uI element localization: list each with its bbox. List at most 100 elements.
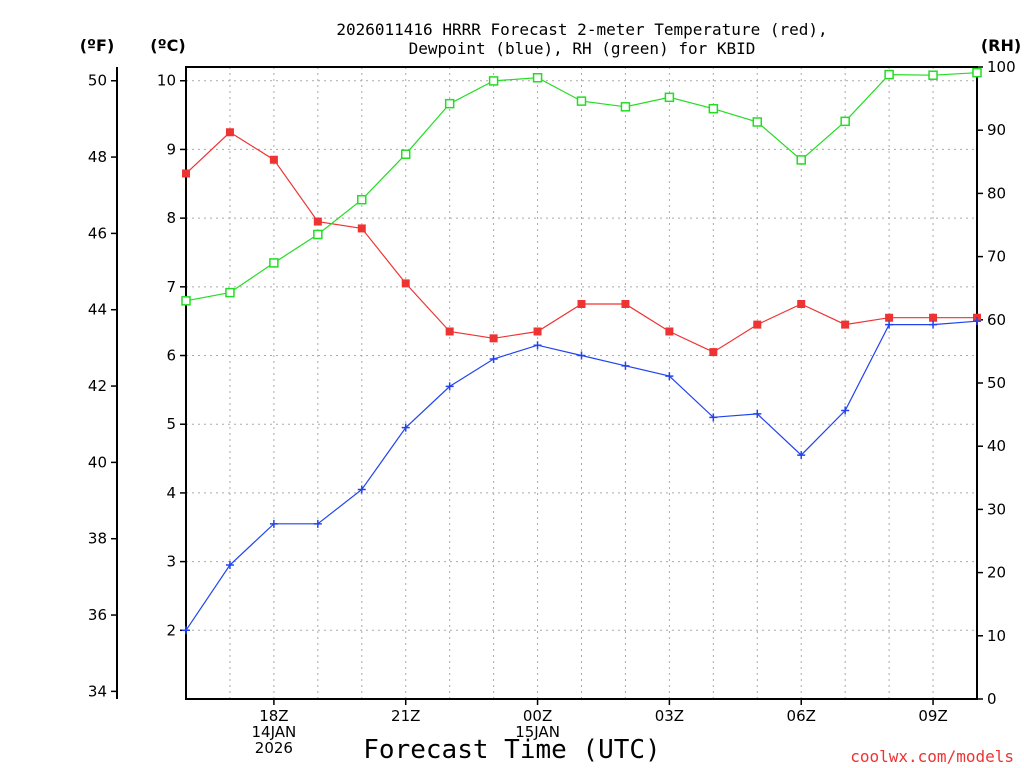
rh-point — [269, 258, 279, 268]
rh-point — [620, 102, 631, 112]
fahrenheit-tick-label: 36 — [88, 606, 107, 624]
rh-tick-label: 10 — [987, 627, 1006, 645]
rh-tick-label: 60 — [987, 311, 1006, 329]
fahrenheit-tick-label: 34 — [88, 682, 107, 700]
dewpoint-point — [929, 320, 938, 329]
rh-point — [357, 194, 367, 205]
temperature-point — [797, 300, 806, 308]
temperature-point — [225, 128, 234, 137]
temperature-point — [621, 300, 630, 308]
rh-point — [532, 72, 543, 83]
rh-point — [796, 155, 806, 165]
temperature-point — [445, 327, 454, 336]
dewpoint-point — [621, 361, 630, 370]
axes: 3436384042444648502345678910010203040506… — [88, 58, 1016, 757]
rh-tick-label: 90 — [987, 121, 1006, 139]
rh-tick-label: 100 — [987, 58, 1016, 76]
temperature-point — [929, 313, 938, 322]
plot-frame — [185, 66, 978, 700]
celsius-tick-label: 3 — [166, 553, 176, 571]
temperature-point — [182, 169, 190, 178]
rh-point — [840, 116, 850, 127]
temperature-point — [577, 300, 586, 308]
fahrenheit-axis-label: (ºF) — [80, 36, 115, 55]
chart-title-line-2: Dewpoint (blue), RH (green) for KBID — [409, 39, 756, 58]
x-tick-label: 18Z — [259, 707, 288, 725]
x-tick-label: 00Z — [523, 707, 552, 725]
celsius-tick-label: 4 — [166, 484, 176, 502]
x-tick-label: 03Z — [655, 707, 684, 725]
x-tick-label: 15JAN — [515, 723, 560, 741]
rh-tick-label: 70 — [987, 248, 1006, 266]
temperature-point — [709, 348, 718, 357]
x-tick-label: 21Z — [391, 707, 420, 725]
fahrenheit-tick-label: 46 — [88, 224, 107, 242]
fahrenheit-tick-label: 38 — [88, 530, 107, 548]
x-tick-label: 2026 — [255, 739, 293, 757]
dewpoint-point — [182, 626, 190, 635]
dewpoint-point — [973, 317, 981, 326]
rh-point — [313, 229, 323, 240]
celsius-tick-label: 8 — [166, 209, 176, 227]
x-tick-label: 14JAN — [252, 723, 297, 741]
dewpoint-point — [313, 519, 322, 528]
temperature-point — [665, 327, 674, 336]
rh-tick-label: 30 — [987, 500, 1006, 518]
rh-point — [225, 287, 235, 298]
dewpoint-point — [709, 413, 718, 422]
temperature-point — [269, 155, 278, 164]
temperature-point — [401, 279, 410, 288]
dewpoint-point — [753, 409, 762, 418]
fahrenheit-tick-label: 48 — [88, 148, 107, 166]
rh-point — [400, 149, 411, 159]
dewpoint-point — [533, 341, 542, 350]
x-axis-title: Forecast Time (UTC) — [363, 735, 660, 765]
temperature-point — [885, 313, 894, 322]
chart-title-line-1: 2026011416 HRRR Forecast 2-meter Tempera… — [336, 20, 827, 39]
dewpoint-point — [885, 320, 894, 329]
rh-point — [664, 92, 675, 103]
gridlines — [186, 67, 977, 699]
dewpoint-point — [489, 354, 498, 363]
celsius-tick-label: 6 — [166, 347, 176, 365]
rh-point — [444, 98, 455, 109]
fahrenheit-tick-label: 42 — [88, 377, 107, 395]
fahrenheit-tick-label: 44 — [88, 301, 107, 319]
temperature-point — [753, 320, 762, 329]
rh-tick-label: 80 — [987, 184, 1006, 202]
dewpoint-point — [797, 451, 806, 460]
celsius-tick-label: 10 — [157, 72, 176, 90]
dewpoint-point — [841, 406, 850, 415]
celsius-tick-label: 9 — [166, 140, 176, 158]
temperature-point — [357, 224, 366, 233]
temperature-point — [841, 320, 850, 329]
rh-point — [488, 76, 499, 86]
dewpoint-point — [401, 423, 410, 432]
celsius-tick-label: 7 — [166, 278, 176, 296]
temperature-point — [313, 217, 322, 226]
x-tick-label: 09Z — [918, 707, 947, 725]
data-series — [181, 67, 982, 635]
x-tick-label: 06Z — [787, 707, 816, 725]
dewpoint-point — [357, 485, 366, 494]
chart-title: 2026011416 HRRR Forecast 2-meter Tempera… — [336, 20, 827, 58]
dewpoint-point — [665, 372, 674, 381]
rh-point — [708, 103, 719, 114]
rh-point — [884, 69, 894, 80]
rh-point — [576, 96, 587, 106]
celsius-tick-label: 5 — [166, 415, 176, 433]
rh-tick-label: 0 — [987, 690, 997, 708]
rh-axis-label: (RH) — [981, 36, 1021, 55]
celsius-tick-label: 2 — [166, 621, 176, 639]
dewpoint-point — [445, 382, 454, 391]
celsius-axis-label: (ºC) — [150, 36, 185, 55]
fahrenheit-tick-label: 50 — [88, 72, 107, 90]
temperature-point — [533, 327, 542, 336]
site-credit: coolwx.com/models — [850, 747, 1014, 766]
rh-point — [752, 117, 763, 127]
rh-point — [928, 70, 938, 80]
rh-point — [972, 67, 982, 78]
dewpoint-point — [225, 561, 234, 570]
dewpoint-point — [269, 519, 278, 528]
